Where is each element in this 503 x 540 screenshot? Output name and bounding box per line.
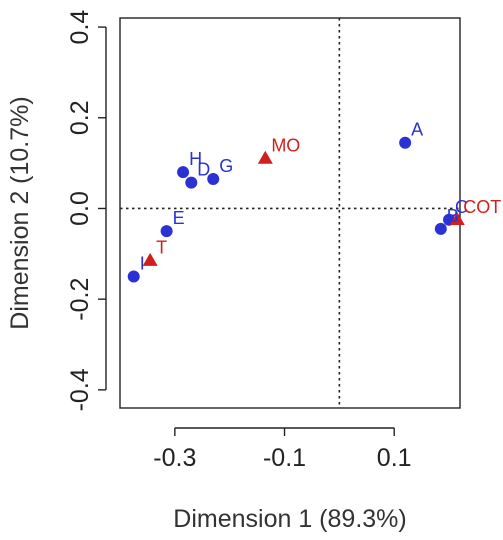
point-d (185, 176, 198, 189)
point-mo (257, 150, 273, 164)
point-cot (449, 212, 465, 226)
x-axis-title: Dimension 1 (89.3%) (173, 505, 406, 533)
x-tick-label: -0.3 (153, 444, 196, 472)
label-g: G (219, 156, 233, 176)
y-tick-label: -0.4 (66, 368, 94, 411)
y-tick-label: 0.2 (66, 100, 94, 135)
y-axis-title: Dimension 2 (10.7%) (6, 96, 34, 329)
label-cot: COT (463, 197, 501, 217)
label-a: A (411, 120, 423, 140)
y-tick-label: 0.4 (66, 10, 94, 45)
point-g (207, 172, 220, 185)
point-e (160, 225, 173, 238)
point-b (434, 222, 447, 235)
point-i (127, 270, 140, 283)
point-a (399, 136, 412, 149)
label-c: C (455, 197, 468, 217)
label-d: D (197, 160, 210, 180)
y-tick-label: -0.2 (66, 278, 94, 321)
label-i: I (140, 253, 145, 273)
plot-frame (119, 17, 461, 409)
label-mo: MO (271, 136, 300, 156)
x-tick-label: -0.1 (263, 444, 306, 472)
reference-lines (120, 18, 460, 408)
point-h (177, 166, 190, 179)
label-b: B (447, 206, 459, 226)
x-tick-label: 0.1 (377, 444, 412, 472)
y-tick-label: 0.0 (66, 191, 94, 226)
point-t (142, 252, 158, 266)
label-t: T (156, 238, 167, 258)
data-points (127, 136, 465, 283)
label-h: H (189, 149, 202, 169)
axes: -0.3 -0.1 0.1 0.4 0.2 0.0 -0.2 -0.4 (66, 10, 461, 472)
label-e: E (173, 208, 185, 228)
point-labels: A CB HD G E I MO COT T (140, 120, 502, 274)
